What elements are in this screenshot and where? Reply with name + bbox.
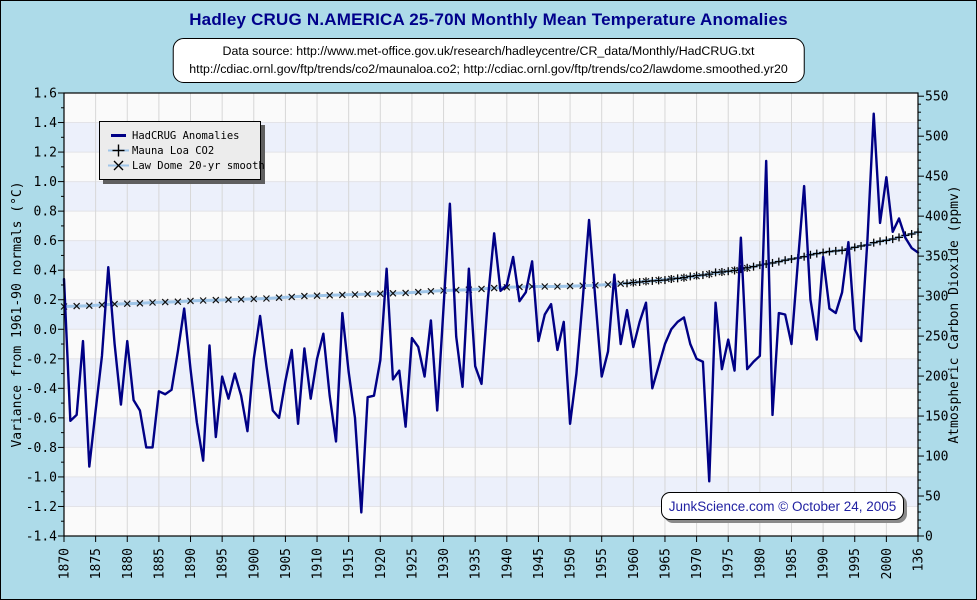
legend-item-hadcrug: HadCRUG Anomalies: [108, 128, 254, 143]
svg-text:1925: 1925: [405, 548, 420, 579]
source-line-2: http://cdiac.ornl.gov/ftp/trends/co2/mau…: [189, 62, 788, 76]
svg-text:1910: 1910: [311, 548, 326, 579]
svg-text:-1.4: -1.4: [26, 530, 57, 545]
legend-item-maunaloa: Mauna Loa CO2: [108, 143, 254, 158]
svg-text:1950: 1950: [564, 548, 579, 579]
svg-text:1.6: 1.6: [34, 87, 57, 102]
svg-text:2000: 2000: [880, 548, 895, 579]
svg-text:1935: 1935: [469, 548, 484, 579]
svg-text:1880: 1880: [121, 548, 136, 579]
legend-label-hadcrug: HadCRUG Anomalies: [132, 129, 240, 142]
svg-text:1985: 1985: [785, 548, 800, 579]
svg-text:250: 250: [925, 330, 948, 345]
svg-text:1885: 1885: [152, 548, 167, 579]
svg-text:1940: 1940: [500, 548, 515, 579]
svg-text:200: 200: [925, 370, 948, 385]
svg-text:1870: 1870: [58, 548, 73, 579]
svg-text:1990: 1990: [817, 548, 832, 579]
svg-text:1.0: 1.0: [34, 175, 57, 190]
svg-text:1915: 1915: [342, 548, 357, 579]
source-line-1: Data source: http://www.met-office.gov.u…: [222, 44, 755, 58]
svg-text:1875: 1875: [89, 548, 104, 579]
svg-text:50: 50: [925, 490, 941, 505]
svg-text:0.6: 0.6: [34, 234, 57, 249]
stamp-text: JunkScience.com © October 24, 2005: [668, 498, 897, 514]
svg-text:1920: 1920: [374, 548, 389, 579]
svg-text:Atmospheric Carbon Dioxide (pp: Atmospheric Carbon Dioxide (ppmv): [947, 185, 962, 443]
svg-text:-1.2: -1.2: [26, 500, 57, 515]
svg-text:1965: 1965: [658, 548, 673, 579]
svg-text:1930: 1930: [437, 548, 452, 579]
svg-text:-0.6: -0.6: [26, 411, 57, 426]
legend-item-lawdome: Law Dome 20-yr smooth: [108, 158, 265, 173]
svg-text:1945: 1945: [532, 548, 547, 579]
svg-text:0.4: 0.4: [34, 264, 58, 279]
svg-text:1.4: 1.4: [34, 116, 58, 131]
svg-text:-0.2: -0.2: [26, 352, 57, 367]
svg-text:1905: 1905: [279, 548, 294, 579]
svg-text:0: 0: [925, 530, 933, 545]
svg-text:1975: 1975: [722, 548, 737, 579]
svg-text:350: 350: [925, 250, 948, 265]
plus-marker-swatch-icon: [108, 144, 132, 157]
svg-text:-1.0: -1.0: [26, 470, 57, 485]
stamp-box: JunkScience.com © October 24, 2005: [661, 492, 904, 520]
source-box: Data source: http://www.met-office.gov.u…: [172, 38, 805, 83]
svg-text:0.2: 0.2: [34, 293, 57, 308]
svg-text:1995: 1995: [848, 548, 863, 579]
legend: HadCRUG Anomalies Mauna Loa CO2 Law Do: [99, 121, 265, 180]
anomaly-line-swatch-icon: [108, 129, 132, 142]
legend-label-lawdome: Law Dome 20-yr smooth: [132, 159, 265, 172]
svg-text:1890: 1890: [184, 548, 199, 579]
svg-text:-0.4: -0.4: [26, 382, 57, 397]
legend-label-maunaloa: Mauna Loa CO2: [132, 144, 215, 157]
svg-text:300: 300: [925, 290, 948, 305]
svg-text:500: 500: [925, 130, 948, 145]
svg-text:0.8: 0.8: [34, 205, 57, 220]
x-marker-swatch-icon: [108, 159, 132, 172]
svg-text:Variance from 1961-90 normals: Variance from 1961-90 normals (°C): [10, 181, 25, 447]
svg-text:0.0: 0.0: [34, 323, 57, 338]
svg-text:1.2: 1.2: [34, 146, 57, 161]
svg-text:1980: 1980: [753, 548, 768, 579]
svg-text:1895: 1895: [216, 548, 231, 579]
svg-text:400: 400: [925, 210, 948, 225]
svg-text:1960: 1960: [627, 548, 642, 579]
svg-text:-0.8: -0.8: [26, 441, 57, 456]
svg-text:1955: 1955: [595, 548, 610, 579]
svg-text:150: 150: [925, 410, 948, 425]
svg-text:136: 136: [912, 548, 927, 571]
svg-text:1970: 1970: [690, 548, 705, 579]
page-title: Hadley CRUG N.AMERICA 25-70N Monthly Mea…: [189, 10, 788, 29]
svg-text:450: 450: [925, 170, 948, 185]
svg-text:550: 550: [925, 90, 948, 105]
svg-text:1900: 1900: [247, 548, 262, 579]
svg-text:100: 100: [925, 450, 948, 465]
